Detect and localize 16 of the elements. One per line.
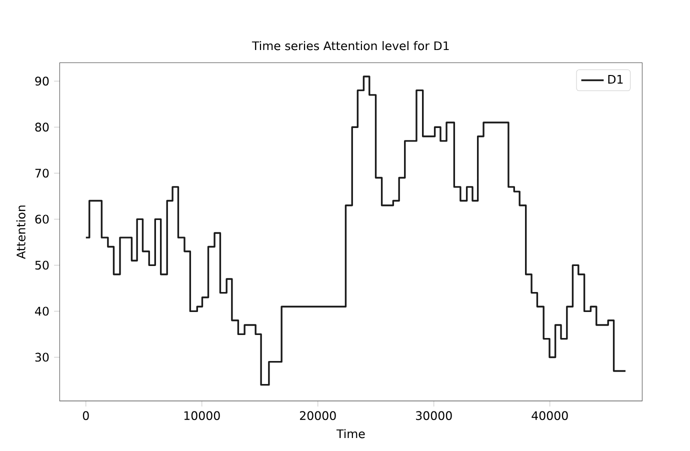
y-tick-label: 30	[35, 352, 49, 362]
x-tick-label: 10000	[184, 411, 220, 420]
y-tick-label: 60	[35, 214, 49, 224]
y-tick-label: 80	[35, 122, 49, 132]
y-tick-label: 40	[35, 306, 49, 316]
y-axis-title: Attention	[16, 205, 26, 259]
x-tick-label: 30000	[416, 411, 452, 420]
x-axis-title: Time	[336, 428, 365, 438]
x-tick-label: 40000	[532, 411, 568, 420]
chart-title: Time series Attention level for D1	[252, 40, 449, 50]
x-tick-label: 0	[82, 411, 89, 420]
y-tick-label: 70	[35, 168, 49, 178]
legend-label: D1	[608, 74, 623, 84]
y-tick-label: 50	[35, 260, 49, 270]
x-tick-label: 20000	[300, 411, 336, 420]
y-tick-label: 90	[35, 76, 49, 86]
